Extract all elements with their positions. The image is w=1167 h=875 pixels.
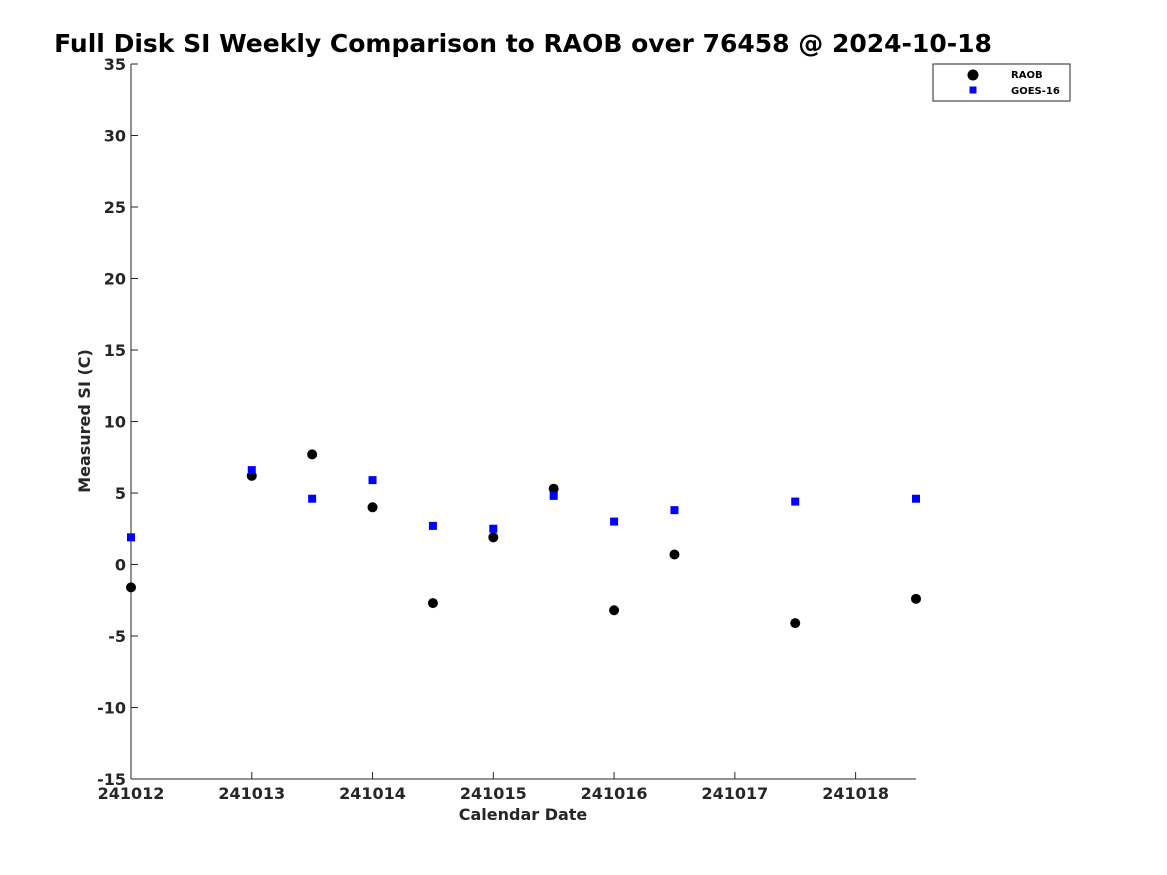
data-points — [126, 449, 921, 629]
y-tick-label: 25 — [104, 198, 126, 217]
point-goes16 — [912, 494, 920, 503]
x-tick-label: 241016 — [581, 784, 648, 803]
axes — [130, 64, 916, 780]
point-raob — [609, 605, 620, 616]
point-goes16 — [791, 497, 800, 506]
point-goes16 — [549, 491, 558, 500]
y-tick-label: 30 — [104, 127, 126, 146]
y-tick-label: 35 — [104, 55, 126, 74]
y-axis-label: Measured SI (C) — [75, 349, 94, 493]
x-ticks: 241012 241013 241014 241015 241016 241017 2410… — [98, 772, 889, 803]
x-tick-label: 241014 — [339, 784, 406, 803]
point-goes16 — [247, 466, 256, 475]
y-tick-label: 5 — [115, 484, 126, 503]
point-raob — [126, 582, 136, 593]
point-raob — [427, 598, 438, 609]
point-raob — [790, 618, 801, 629]
x-tick-label: 241015 — [460, 784, 527, 803]
y-tick-label: -15 — [97, 770, 126, 789]
y-tick-label: 10 — [104, 413, 126, 432]
legend-label-raob: RAOB — [1011, 70, 1043, 81]
y-tick-label: 0 — [115, 556, 126, 575]
legend-label-goes16: GOES-16 — [1011, 86, 1060, 97]
x-tick-label: 241013 — [218, 784, 285, 803]
legend-box — [932, 63, 1071, 102]
point-raob — [669, 549, 680, 560]
x-tick-label: 241012 — [98, 784, 165, 803]
y-ticks: -15 -10 -5 0 5 10 15 20 25 30 35 — [97, 55, 138, 789]
point-raob — [548, 483, 559, 494]
y-tick-label: -5 — [108, 627, 126, 646]
point-raob — [367, 502, 378, 513]
x-axis-label: Calendar Date — [459, 805, 588, 824]
point-goes16 — [428, 521, 437, 530]
y-tick-label: 15 — [104, 341, 126, 360]
point-goes16 — [308, 494, 317, 503]
point-goes16 — [489, 524, 498, 533]
point-raob — [488, 532, 499, 543]
point-goes16 — [670, 506, 679, 515]
point-raob — [911, 593, 921, 604]
point-goes16 — [127, 533, 135, 542]
point-goes16 — [610, 517, 619, 526]
legend: RAOB GOES-16 — [932, 63, 1071, 102]
point-goes16 — [368, 476, 377, 485]
y-tick-label: 20 — [104, 270, 126, 289]
chart-title: Full Disk SI Weekly Comparison to RAOB o… — [54, 29, 992, 58]
legend-marker-raob — [967, 69, 979, 81]
x-tick-label: 241018 — [822, 784, 889, 803]
point-raob — [307, 449, 318, 460]
legend-marker-goes16 — [969, 86, 977, 94]
y-tick-label: -10 — [97, 699, 126, 718]
x-tick-label: 241017 — [701, 784, 768, 803]
